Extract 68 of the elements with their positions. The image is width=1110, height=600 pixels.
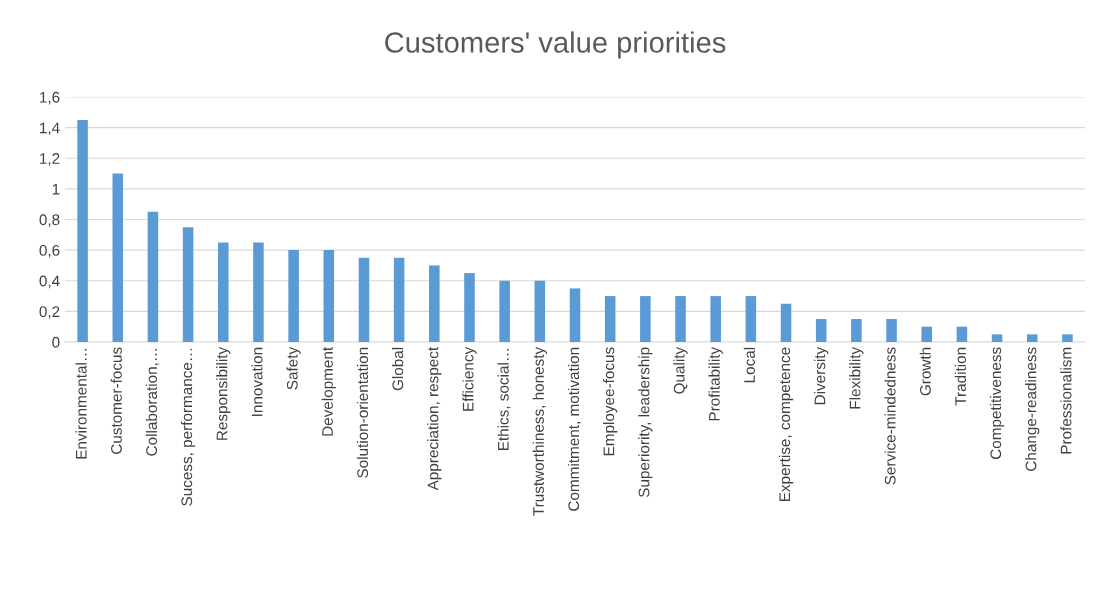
y-tick-label: 0 xyxy=(52,336,60,348)
x-tick-label: Collaboration,… xyxy=(145,348,159,456)
x-tick-label: Change-readiness xyxy=(1025,347,1040,471)
bar xyxy=(534,280,546,342)
x-tick-label: Ethics, social… xyxy=(497,348,511,451)
x-tick-label: Environmental… xyxy=(75,348,87,459)
x-tick-label: Service-mindedness xyxy=(884,347,896,485)
bar xyxy=(288,250,299,342)
x-tick-label: Responsibility xyxy=(216,346,231,440)
bar xyxy=(1062,334,1073,342)
x-tick-label: Development xyxy=(321,346,336,436)
x-tick-label: Global xyxy=(392,347,404,391)
bar xyxy=(886,319,897,342)
x-tick-label: Diversity xyxy=(814,346,829,405)
bar xyxy=(675,296,686,342)
y-tick-label: 1,4 xyxy=(40,122,60,136)
bar xyxy=(991,334,1003,342)
x-tick-label: Sucess, performance… xyxy=(181,348,196,506)
bar xyxy=(710,296,721,342)
bar xyxy=(640,296,651,342)
y-tick-label: 0,4 xyxy=(39,275,60,289)
y-tick-label: 1 xyxy=(52,183,60,195)
bar xyxy=(393,257,405,342)
y-tick-label: 1,2 xyxy=(40,153,60,166)
bar xyxy=(921,326,932,342)
bar xyxy=(182,227,194,342)
x-tick-label: Solution-orientation xyxy=(356,347,369,478)
x-tick-label: Superiority, leadership xyxy=(638,347,653,498)
x-tick-label: Local xyxy=(743,347,755,383)
x-tick-label: Expertise, competence xyxy=(778,347,794,501)
bar xyxy=(77,119,88,342)
x-tick-label: Quality xyxy=(673,346,688,394)
x-tick-label: Efficiency xyxy=(462,346,477,411)
bar xyxy=(323,250,335,342)
x-tick-label: Appreciation, respect xyxy=(427,346,442,491)
bar xyxy=(815,319,827,342)
y-tick-label: 0,8 xyxy=(39,214,60,227)
bar xyxy=(604,296,616,342)
bar xyxy=(745,296,757,342)
bar xyxy=(780,303,792,342)
bar xyxy=(569,288,581,342)
x-tick-label: Flexibility xyxy=(849,346,864,409)
bar xyxy=(218,242,229,342)
x-tick-label: Growth xyxy=(919,347,931,396)
x-tick-label: Tradition xyxy=(954,347,966,406)
x-tick-label: Trustworthiness, honesty xyxy=(532,346,547,516)
bar xyxy=(253,242,264,342)
bar xyxy=(358,257,370,342)
x-tick-label: Competitiveness xyxy=(989,347,1005,460)
y-tick-label: 0,2 xyxy=(39,306,60,319)
y-tick-label: 0,6 xyxy=(39,244,60,258)
x-tick-label: Customer-focus xyxy=(110,347,122,454)
bar xyxy=(1026,334,1038,342)
bar xyxy=(112,173,124,342)
bar xyxy=(429,265,440,342)
chart-title: Customers' value priorities xyxy=(385,31,726,59)
bar xyxy=(851,319,862,342)
y-tick-label: 1,6 xyxy=(40,91,60,105)
x-tick-label: Employee-focus xyxy=(603,347,618,456)
bar xyxy=(147,211,159,342)
bar xyxy=(499,280,510,342)
bar xyxy=(464,273,475,342)
x-tick-label: Innovation xyxy=(251,347,263,416)
x-tick-label: Profitability xyxy=(708,346,723,421)
x-tick-label: Professionalism xyxy=(1060,347,1072,454)
x-tick-label: Safety xyxy=(286,346,301,390)
x-tick-label: Commitment, motivation xyxy=(567,347,581,511)
bar xyxy=(956,326,968,342)
